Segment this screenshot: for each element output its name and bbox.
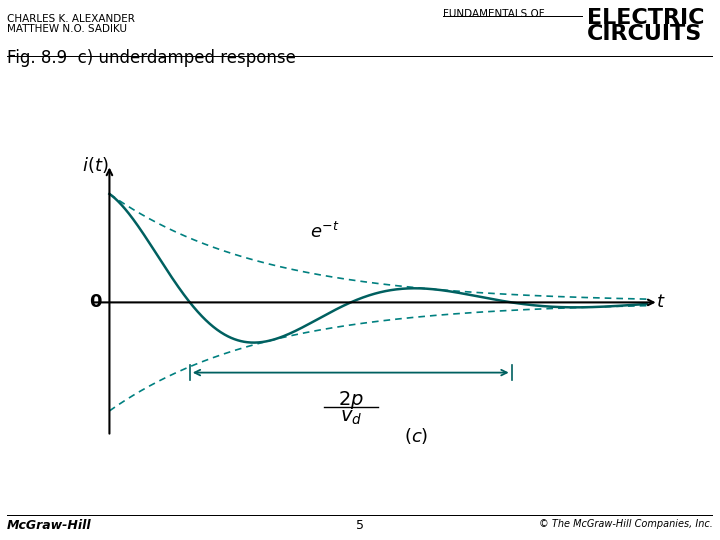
Text: $\mathbf{0}$: $\mathbf{0}$ [89, 293, 102, 312]
Text: 5: 5 [356, 519, 364, 532]
Text: $2p$: $2p$ [338, 389, 364, 411]
Text: © The McGraw-Hill Companies, Inc.: © The McGraw-Hill Companies, Inc. [539, 519, 713, 530]
Text: $v_d$: $v_d$ [340, 408, 362, 427]
Text: Fig. 8.9  c) underdamped response: Fig. 8.9 c) underdamped response [7, 49, 296, 66]
Text: FUNDAMENTALS OF: FUNDAMENTALS OF [443, 9, 544, 19]
Text: ELECTRIC: ELECTRIC [587, 8, 704, 28]
Text: $(c)$: $(c)$ [405, 427, 429, 447]
Text: $t$: $t$ [656, 293, 666, 312]
Text: McGraw-Hill: McGraw-Hill [7, 519, 92, 532]
Text: $e^{-t}$: $e^{-t}$ [310, 222, 339, 242]
Text: CIRCUITS: CIRCUITS [587, 24, 702, 44]
Text: $i(t)$: $i(t)$ [82, 154, 109, 174]
Text: MATTHEW N.O. SADIKU: MATTHEW N.O. SADIKU [7, 24, 127, 35]
Text: CHARLES K. ALEXANDER: CHARLES K. ALEXANDER [7, 14, 135, 24]
